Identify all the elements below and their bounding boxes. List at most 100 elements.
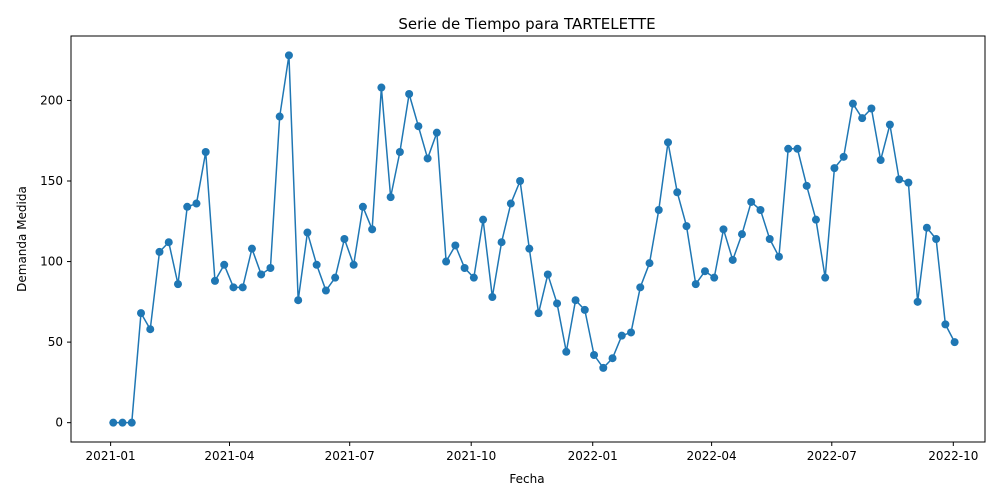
data-point: [719, 225, 728, 234]
data-point: [146, 325, 155, 334]
data-point: [793, 144, 802, 153]
data-point: [904, 178, 913, 187]
data-point: [682, 222, 691, 231]
data-point: [220, 260, 229, 269]
data-point: [423, 154, 432, 163]
data-point: [229, 283, 238, 292]
data-point: [590, 351, 599, 359]
data-point: [303, 228, 312, 237]
y-tick-label: 200: [40, 93, 63, 107]
data-point: [127, 418, 136, 427]
data-point: [118, 418, 127, 427]
data-point: [516, 177, 525, 185]
data-point: [636, 283, 645, 292]
x-tick-label: 2022-01: [568, 449, 618, 463]
data-point: [627, 328, 636, 337]
data-point: [368, 225, 377, 234]
data-point: [950, 338, 959, 347]
data-point: [405, 90, 414, 98]
y-axis-label: Demanda Medida: [15, 186, 29, 292]
axis-ticks: 2021-01 2021-04 2021-07 2021-10 2022-01 2022-…: [40, 93, 978, 463]
data-point: [109, 418, 118, 427]
x-axis-label: Fecha: [509, 472, 544, 486]
data-point: [571, 296, 580, 305]
data-point: [802, 181, 811, 190]
data-point: [543, 270, 552, 279]
data-point: [451, 241, 460, 250]
data-point: [830, 164, 839, 173]
data-point: [876, 156, 885, 165]
data-point: [469, 273, 478, 282]
data-point: [645, 259, 654, 268]
data-point: [747, 197, 756, 206]
data-point: [700, 267, 709, 276]
data-point: [895, 175, 904, 184]
data-point: [340, 235, 349, 243]
x-tick-label: 2021-04: [204, 449, 254, 463]
data-point: [553, 299, 562, 308]
data-point: [331, 273, 340, 282]
data-point: [377, 83, 386, 92]
data-point: [811, 215, 820, 224]
data-point: [201, 148, 210, 156]
data-point: [728, 255, 737, 264]
data-point: [765, 235, 774, 243]
data-point: [358, 202, 367, 211]
data-point: [183, 202, 192, 211]
data-point: [210, 276, 219, 285]
data-point: [321, 286, 330, 295]
data-point: [479, 215, 488, 224]
data-point: [312, 260, 321, 269]
data-point: [932, 235, 941, 243]
data-point: [442, 257, 451, 266]
data-point: [294, 296, 303, 305]
data-point: [386, 193, 395, 202]
data-point: [155, 247, 164, 256]
data-point: [664, 138, 673, 147]
y-tick-label: 0: [55, 416, 63, 430]
data-point: [599, 363, 608, 372]
data-point: [848, 99, 857, 108]
data-point: [275, 112, 284, 121]
y-tick-label: 150: [40, 174, 63, 188]
data-point: [137, 309, 145, 318]
series-line: [113, 54, 956, 424]
data-point: [164, 238, 173, 247]
data-point: [821, 273, 830, 282]
x-tick-label: 2021-01: [86, 449, 136, 463]
data-point: [247, 244, 256, 253]
data-point: [784, 144, 793, 153]
data-point: [867, 104, 876, 113]
data-point: [525, 244, 534, 253]
data-point: [756, 206, 765, 214]
data-point: [774, 252, 783, 261]
y-tick-label: 50: [48, 335, 63, 349]
data-point: [488, 293, 497, 301]
data-point: [562, 347, 571, 356]
data-point: [839, 152, 848, 161]
data-point: [673, 188, 682, 197]
data-point: [506, 199, 515, 208]
data-point: [497, 238, 506, 247]
data-point: [710, 273, 719, 282]
data-point: [608, 354, 617, 363]
data-point: [580, 305, 589, 314]
data-point: [395, 148, 404, 156]
data-point: [432, 128, 441, 137]
data-point: [691, 280, 700, 289]
data-point: [737, 230, 746, 239]
data-point: [858, 114, 867, 123]
data-point: [654, 206, 663, 214]
x-tick-label: 2022-10: [928, 449, 978, 463]
chart-title: Serie de Tiempo para TARTELETTE: [398, 15, 655, 33]
data-point: [885, 120, 894, 129]
data-point: [257, 270, 266, 279]
data-point: [460, 264, 469, 272]
x-tick-label: 2021-07: [325, 449, 375, 463]
plot-frame: [70, 35, 986, 443]
data-point: [941, 320, 950, 329]
data-point: [617, 331, 626, 340]
data-point: [192, 199, 201, 208]
x-tick-label: 2022-07: [807, 449, 857, 463]
